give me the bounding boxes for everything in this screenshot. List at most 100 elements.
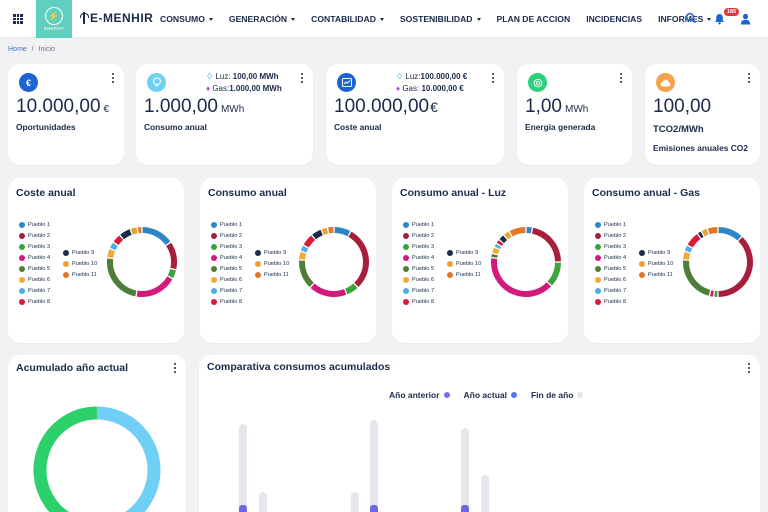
bell-icon[interactable]: [714, 13, 725, 25]
legend-item[interactable]: Pueblo 6: [19, 274, 50, 285]
donut-slice[interactable]: [684, 245, 693, 253]
legend-item[interactable]: Pueblo 7: [19, 285, 50, 296]
donut-slice[interactable]: [299, 260, 314, 288]
donut-slice[interactable]: [348, 231, 369, 288]
donut-slice[interactable]: [310, 283, 347, 297]
legend-item[interactable]: Pueblo 4: [211, 252, 242, 263]
legend-item[interactable]: Pueblo 7: [211, 285, 242, 296]
donut-slice[interactable]: [167, 268, 176, 279]
card-menu-kebab-icon[interactable]: [491, 73, 495, 83]
donut-slice-actual[interactable]: [33, 406, 98, 512]
legend-item[interactable]: Pueblo 2: [595, 230, 626, 241]
donut-slice[interactable]: [120, 229, 132, 240]
donut-slice[interactable]: [136, 276, 173, 297]
legend-item[interactable]: Pueblo 4: [595, 252, 626, 263]
bar-value[interactable]: [370, 505, 378, 512]
donut-slice[interactable]: [687, 234, 701, 248]
nav-item-generación[interactable]: GENERACIÓN: [229, 14, 296, 24]
donut-slice[interactable]: [504, 231, 512, 240]
donut-slice[interactable]: [509, 227, 526, 237]
legend-item[interactable]: Pueblo 8: [19, 296, 50, 307]
legend-item[interactable]: Pueblo 3: [211, 241, 242, 252]
legend-item[interactable]: Pueblo 7: [403, 285, 434, 296]
donut-slice[interactable]: [312, 229, 323, 240]
donut-slice[interactable]: [718, 236, 753, 297]
bar-value[interactable]: [461, 505, 469, 512]
legend-item[interactable]: Pueblo 11: [63, 269, 97, 280]
legend-item[interactable]: Pueblo 5: [403, 263, 434, 274]
legend-item[interactable]: Pueblo 9: [639, 247, 673, 258]
legend-item[interactable]: Pueblo 10: [639, 258, 673, 269]
donut-slice-resto[interactable]: [70, 406, 161, 512]
donut-slice[interactable]: [683, 251, 691, 260]
legend-item[interactable]: Pueblo 7: [595, 285, 626, 296]
donut-slice[interactable]: [142, 227, 171, 246]
donut-slice[interactable]: [334, 227, 351, 237]
donut-slice[interactable]: [547, 262, 561, 286]
user-icon[interactable]: [740, 13, 751, 25]
donut-slice[interactable]: [492, 247, 500, 255]
legend-item[interactable]: Pueblo 2: [403, 230, 434, 241]
legend-item[interactable]: Pueblo 2: [19, 230, 50, 241]
donut-slice[interactable]: [494, 243, 502, 250]
donut-slice[interactable]: [130, 227, 138, 235]
legend-item[interactable]: Año anterior: [389, 390, 450, 400]
legend-item[interactable]: Pueblo 3: [595, 241, 626, 252]
donut-slice[interactable]: [707, 227, 718, 235]
nav-item-sostenibilidad[interactable]: SOSTENIBILIDAD: [400, 14, 481, 24]
legend-item[interactable]: Pueblo 9: [63, 247, 97, 258]
brand-name[interactable]: E-MENHIR: [80, 11, 153, 25]
nav-item-informes[interactable]: INFORMES: [658, 14, 712, 24]
legend-item[interactable]: Pueblo 1: [211, 219, 242, 230]
donut-slice[interactable]: [109, 242, 118, 251]
donut-slice[interactable]: [491, 253, 498, 258]
legend-item[interactable]: Pueblo 5: [19, 263, 50, 274]
donut-slice[interactable]: [299, 251, 307, 260]
legend-item[interactable]: Pueblo 11: [255, 269, 289, 280]
breadcrumb-home[interactable]: Home: [8, 46, 27, 53]
legend-item[interactable]: Pueblo 9: [447, 247, 481, 258]
legend-item[interactable]: Pueblo 11: [639, 269, 673, 280]
donut-slice[interactable]: [107, 249, 116, 259]
card-menu-kebab-icon[interactable]: [619, 73, 623, 83]
legend-item[interactable]: Pueblo 3: [403, 241, 434, 252]
legend-item[interactable]: Pueblo 3: [19, 241, 50, 252]
nav-item-incidencias[interactable]: INCIDENCIAS: [586, 14, 642, 24]
legend-item[interactable]: Pueblo 1: [403, 219, 434, 230]
donut-slice[interactable]: [166, 242, 177, 270]
legend-item[interactable]: Pueblo 4: [403, 252, 434, 263]
nav-item-contabilidad[interactable]: CONTABILIDAD: [311, 14, 384, 24]
legend-item[interactable]: Pueblo 6: [595, 274, 626, 285]
nav-item-consumo[interactable]: CONSUMO: [160, 14, 213, 24]
card-menu-kebab-icon[interactable]: [747, 73, 751, 83]
card-menu-kebab-icon[interactable]: [173, 363, 177, 373]
card-menu-kebab-icon[interactable]: [111, 73, 115, 83]
nav-item-plan-de-accion[interactable]: PLAN DE ACCION: [497, 14, 571, 24]
legend-item[interactable]: Año actual: [464, 390, 517, 400]
donut-slice[interactable]: [683, 260, 711, 296]
legend-item[interactable]: Fin de año: [531, 390, 584, 400]
legend-item[interactable]: Pueblo 5: [211, 263, 242, 274]
donut-slice[interactable]: [496, 240, 504, 246]
legend-item[interactable]: Pueblo 4: [19, 252, 50, 263]
legend-item[interactable]: Pueblo 10: [255, 258, 289, 269]
donut-slice[interactable]: [499, 235, 508, 244]
donut-slice[interactable]: [107, 258, 137, 297]
card-menu-kebab-icon[interactable]: [747, 363, 751, 373]
legend-item[interactable]: Pueblo 11: [447, 269, 481, 280]
legend-item[interactable]: Pueblo 8: [211, 296, 242, 307]
legend-item[interactable]: Pueblo 2: [211, 230, 242, 241]
legend-item[interactable]: Pueblo 6: [211, 274, 242, 285]
legend-item[interactable]: Pueblo 9: [255, 247, 289, 258]
donut-slice[interactable]: [113, 235, 124, 246]
legend-item[interactable]: Pueblo 1: [19, 219, 50, 230]
energy-logo[interactable]: ⚡ ENERGY: [36, 0, 72, 38]
donut-slice[interactable]: [303, 235, 316, 248]
donut-slice[interactable]: [491, 258, 552, 297]
bar-value[interactable]: [239, 505, 247, 512]
legend-item[interactable]: Pueblo 1: [595, 219, 626, 230]
legend-item[interactable]: Pueblo 8: [403, 296, 434, 307]
legend-item[interactable]: Pueblo 6: [403, 274, 434, 285]
donut-slice[interactable]: [718, 227, 742, 241]
donut-slice[interactable]: [345, 283, 358, 295]
